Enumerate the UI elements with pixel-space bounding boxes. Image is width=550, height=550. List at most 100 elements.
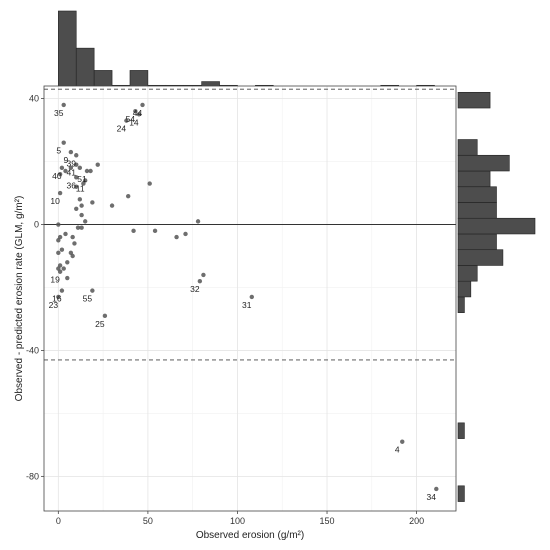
right-histogram-bar	[457, 296, 465, 313]
data-point	[74, 162, 79, 167]
data-point	[63, 168, 68, 174]
plot-panel-background	[44, 86, 456, 511]
data-point	[140, 102, 145, 108]
point-label: 10	[50, 196, 60, 206]
point-label: 23	[49, 300, 59, 310]
data-point	[57, 171, 63, 177]
right-histogram-bar	[457, 280, 472, 298]
y-tick-label: -80	[26, 471, 39, 481]
right-histogram-bar	[457, 170, 491, 188]
point-label: 35	[54, 108, 64, 118]
data-point	[68, 165, 74, 171]
data-point	[400, 439, 405, 444]
data-point	[125, 193, 131, 199]
data-point	[201, 272, 206, 278]
plot-panel-border	[43, 85, 457, 512]
point-label: 36	[67, 180, 77, 190]
point-label: 19	[50, 275, 60, 285]
right-histogram-bar	[457, 233, 497, 251]
x-tick-label: 200	[409, 516, 424, 526]
y-tick-label: 0	[34, 220, 39, 230]
x-tick-label: 100	[230, 516, 245, 526]
point-label: 55	[83, 294, 93, 304]
right-histogram-bar	[457, 485, 465, 502]
data-point	[124, 118, 129, 123]
data-point	[65, 275, 70, 281]
top-histogram-bar	[58, 10, 77, 90]
right-histogram-bar	[457, 202, 497, 219]
data-point	[197, 278, 203, 284]
data-point	[79, 212, 84, 218]
data-point	[59, 247, 65, 252]
point-label: 51	[77, 174, 87, 184]
data-point	[59, 165, 65, 171]
data-point	[434, 486, 439, 492]
point-label: 16	[52, 294, 62, 304]
right-histogram-bar	[457, 154, 510, 172]
data-point	[59, 288, 65, 293]
data-point	[61, 266, 66, 271]
point-label: 44	[133, 108, 143, 118]
data-point	[74, 153, 79, 158]
right-marginal-histogram	[457, 91, 536, 502]
point-label: 54	[126, 114, 136, 124]
data-point	[57, 269, 63, 274]
point-label: 25	[95, 319, 105, 329]
point-label: 5	[56, 146, 61, 156]
data-point	[57, 190, 63, 196]
data-point	[74, 175, 79, 180]
right-histogram-bar	[457, 249, 504, 266]
data-point	[63, 231, 68, 237]
data-point	[174, 234, 179, 240]
right-histogram-bar	[457, 91, 491, 109]
x-tick-label: 150	[320, 516, 335, 526]
point-label: 14	[129, 117, 139, 127]
data-point	[70, 234, 75, 240]
data-point	[77, 165, 83, 171]
data-point	[131, 228, 136, 234]
right-histogram-bar	[457, 217, 536, 235]
point-label: 9	[64, 155, 69, 165]
data-point	[90, 288, 95, 293]
data-point	[133, 108, 138, 114]
data-point	[61, 140, 66, 145]
data-point	[88, 168, 93, 174]
data-point	[249, 294, 254, 300]
right-histogram-bar	[457, 186, 497, 203]
data-point	[136, 112, 142, 117]
data-point	[83, 219, 88, 224]
data-point	[56, 250, 61, 256]
point-label: 41	[67, 168, 77, 178]
data-point	[70, 253, 75, 259]
x-tick-label: 50	[143, 516, 153, 526]
point-label: 40	[52, 171, 62, 181]
point-label: 34	[427, 492, 437, 502]
data-point	[77, 197, 83, 202]
data-point	[75, 225, 81, 230]
point-label: 32	[190, 284, 200, 294]
data-point	[90, 200, 95, 205]
data-point	[56, 294, 61, 300]
point-label: 39	[67, 158, 77, 168]
point-label: 24	[117, 124, 127, 134]
top-marginal-histogram	[58, 10, 435, 90]
data-point	[79, 203, 84, 208]
top-histogram-bar	[75, 47, 95, 90]
y-tick-label: 40	[29, 94, 39, 104]
data-point	[195, 219, 201, 224]
axis-ticks: 0 50 100 150 200 -80 -40 0 40	[26, 94, 424, 526]
right-histogram-bar	[457, 422, 465, 439]
point-label: 4	[395, 445, 400, 455]
data-point	[152, 228, 158, 234]
point-label: 11	[76, 183, 85, 193]
data-points	[56, 102, 439, 492]
reference-lines	[44, 88, 456, 361]
data-point	[56, 238, 61, 243]
data-point	[84, 168, 90, 174]
data-point	[65, 260, 70, 265]
point-label: 31	[242, 300, 252, 310]
x-axis-title: Observed erosion (g/m²)	[196, 530, 304, 541]
